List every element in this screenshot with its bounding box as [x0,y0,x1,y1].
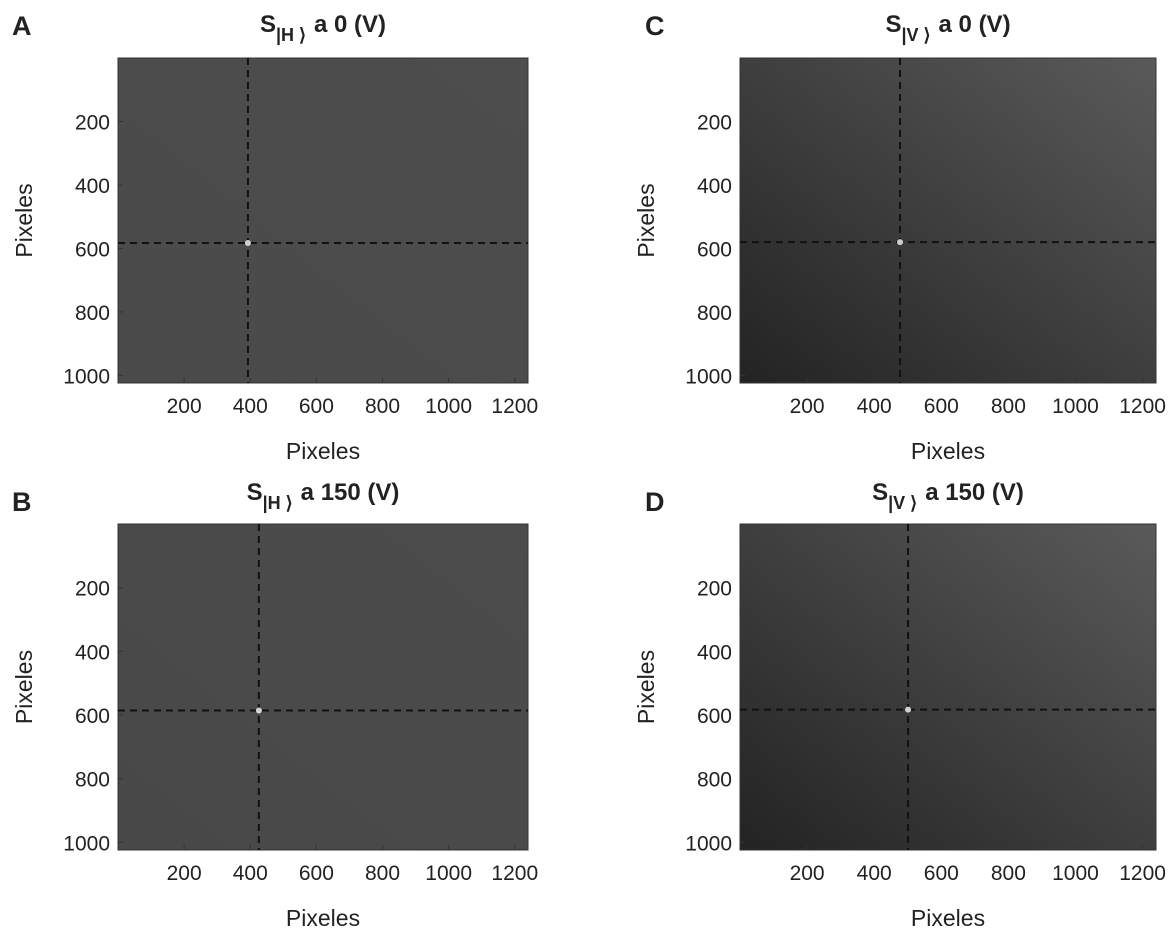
x-tick-label: 600 [924,395,959,418]
title-rest: a 0 (V) [314,11,386,38]
y-tick-label: 400 [75,641,110,664]
y-tick-label: 800 [75,769,110,792]
y-tick-label: 1000 [63,832,110,855]
chart-title: S|V ⟩ a 0 (V) [885,11,1010,45]
y-tick-label: 800 [697,769,732,792]
x-tick-label: 1200 [1119,395,1166,418]
x-axis-label: Pixeles [911,905,985,931]
y-tick-label: 1000 [63,365,110,388]
x-axis-label: Pixeles [286,438,360,464]
x-tick-label: 1200 [491,395,538,418]
title-main: S [872,479,888,506]
panel-label: C [645,11,665,41]
title-rest: a 150 (V) [925,479,1024,506]
y-tick-label: 800 [697,302,732,325]
bright-spot [905,706,912,713]
title-main: S [247,479,263,506]
x-axis-label: Pixeles [286,905,360,931]
x-tick-label: 1000 [425,862,472,885]
y-axis-label: Pixeles [633,650,659,724]
x-tick-label: 800 [365,862,400,885]
y-tick-label: 200 [697,111,732,134]
title-main: S [260,11,276,38]
y-tick-label: 200 [75,578,110,601]
y-tick-label: 200 [697,578,732,601]
x-tick-label: 400 [857,862,892,885]
panel-label: D [645,487,665,517]
bright-spot [255,707,262,714]
x-tick-label: 800 [365,395,400,418]
title-rest: a 0 (V) [939,11,1011,38]
title-rest: a 150 (V) [301,479,400,506]
x-tick-label: 400 [233,862,268,885]
image [117,57,529,384]
y-tick-label: 800 [75,302,110,325]
chart-title: S|H ⟩ a 150 (V) [247,479,400,513]
x-tick-label: 200 [790,862,825,885]
panel-label: A [12,11,32,41]
title-subscript: |H ⟩ [263,493,293,513]
y-tick-label: 600 [697,705,732,728]
y-tick-label: 400 [697,641,732,664]
y-axis-label: Pixeles [633,183,659,257]
title-main: S [885,11,901,38]
image [739,523,1157,851]
y-tick-label: 400 [697,175,732,198]
y-tick-label: 600 [697,238,732,261]
y-tick-label: 600 [75,705,110,728]
y-tick-label: 1000 [685,832,732,855]
title-subscript: |V ⟩ [888,493,917,513]
x-tick-label: 1000 [425,395,472,418]
x-tick-label: 1000 [1052,862,1099,885]
x-axis-label: Pixeles [911,438,985,464]
x-tick-label: 200 [790,395,825,418]
bright-spot [897,239,904,246]
y-tick-label: 600 [75,238,110,261]
y-tick-label: 200 [75,111,110,134]
x-tick-label: 400 [233,395,268,418]
panel: D S|V ⟩ a 150 (V) 200 400 600 800 1000 1200 200 40… [633,479,1166,931]
y-tick-label: 400 [75,175,110,198]
x-tick-label: 200 [167,395,202,418]
chart-title: S|H ⟩ a 0 (V) [260,11,386,45]
y-axis-label: Pixeles [11,650,37,724]
image [117,523,529,851]
x-tick-label: 800 [991,395,1026,418]
chart-title: S|V ⟩ a 150 (V) [872,479,1024,513]
panel: A S|H ⟩ a 0 (V) 200 400 600 800 1000 1200 200 400 6… [11,11,538,464]
panel-label: B [12,487,32,517]
x-tick-label: 200 [167,862,202,885]
x-tick-label: 400 [857,395,892,418]
panel: C S|V ⟩ a 0 (V) 200 400 600 800 1000 1200 200 400 6… [633,11,1166,464]
x-tick-label: 600 [299,862,334,885]
title-subscript: |H ⟩ [276,25,306,45]
y-tick-label: 1000 [685,365,732,388]
x-tick-label: 600 [299,395,334,418]
bright-spot [244,240,251,247]
x-tick-label: 800 [991,862,1026,885]
title-subscript: |V ⟩ [901,25,930,45]
x-tick-label: 1200 [491,862,538,885]
y-axis-label: Pixeles [11,183,37,257]
image [739,57,1157,384]
panel: B S|H ⟩ a 150 (V) 200 400 600 800 1000 1200 200 40… [11,479,538,931]
x-tick-label: 1000 [1052,395,1099,418]
x-tick-label: 1200 [1119,862,1166,885]
x-tick-label: 600 [924,862,959,885]
